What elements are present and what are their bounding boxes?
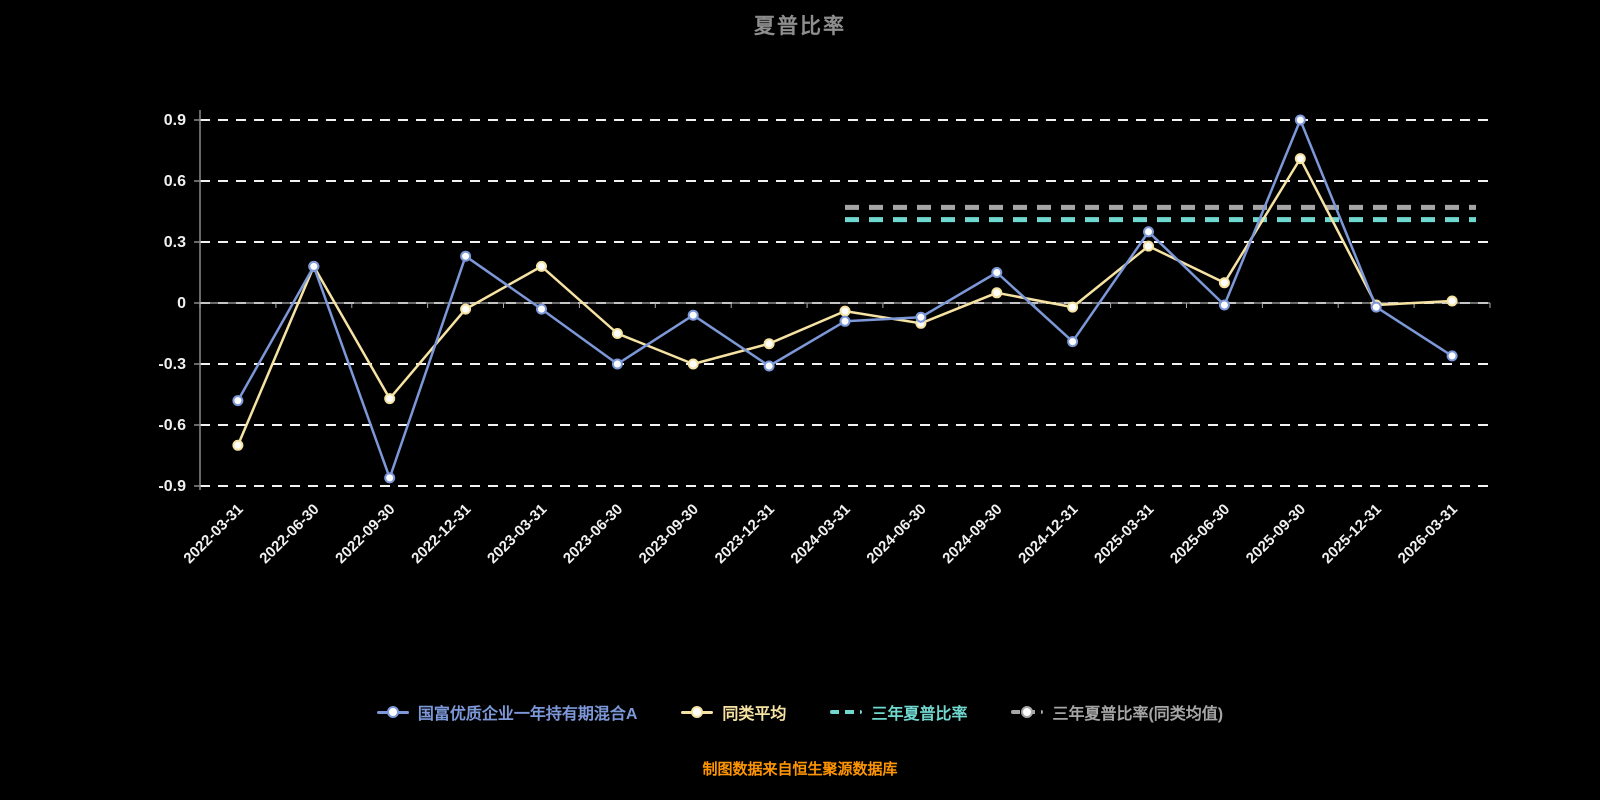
data-point: [536, 260, 547, 272]
x-axis-label: 2022-03-31: [180, 501, 246, 567]
data-point: [1218, 299, 1230, 311]
data-point: [611, 328, 623, 339]
legend-line-marker: [681, 706, 714, 718]
legend: 国富优质企业一年持有期混合A 同类平均 三年夏普比率 三年夏普比率(同类均值): [0, 700, 1600, 724]
series-0: [232, 114, 1458, 484]
legend-label: 三年夏普比率(同类均值): [1052, 706, 1224, 723]
x-axis-label: 2024-12-31: [1015, 501, 1081, 567]
data-point: [1143, 226, 1154, 238]
legend-label: 同类平均: [722, 706, 787, 723]
data-point: [611, 358, 623, 370]
data-point: [1446, 350, 1458, 362]
legend-dash-marker: [1011, 706, 1044, 718]
legend-item-1[interactable]: 同类平均: [681, 700, 786, 724]
data-point: [991, 287, 1003, 299]
data-point: [536, 303, 547, 315]
legend-dash-marker: [830, 706, 863, 718]
data-point: [687, 309, 699, 321]
data-point: [384, 472, 396, 484]
x-axis-label: 2025-12-31: [1319, 501, 1385, 567]
x-axis-label: 2022-12-31: [408, 501, 474, 567]
legend-label: 国富优质企业一年持有期混合A: [417, 706, 638, 723]
data-point: [1294, 114, 1306, 126]
y-axis-label: 0: [177, 295, 186, 312]
data-point: [1067, 336, 1079, 348]
data-point: [1218, 277, 1230, 289]
legend-item-3[interactable]: 三年夏普比率(同类均值): [1011, 700, 1223, 724]
data-point: [1370, 301, 1382, 313]
data-point: [839, 315, 851, 327]
data-point: [384, 393, 396, 405]
legend-item-2[interactable]: 三年夏普比率: [830, 700, 967, 724]
y-axis-label: 0.3: [164, 234, 186, 251]
sharpe-ratio-chart: 0.9 0.6 0.3 0 -0.3 -0.6 -0.9 2022-03-31 2022-06-…: [158, 110, 1491, 567]
data-point: [763, 360, 775, 372]
axes: [194, 110, 1491, 490]
x-axis-label: 2022-06-30: [256, 501, 322, 567]
x-axis-label: 2023-06-30: [560, 501, 626, 567]
chart-title: 夏普比率: [754, 15, 846, 38]
series-line: [236, 157, 1453, 446]
legend-circle: [386, 706, 399, 718]
data-point: [839, 305, 851, 317]
data-point: [308, 260, 320, 272]
series-1: [232, 153, 1458, 451]
data-point: [687, 358, 699, 370]
legend-circle: [691, 706, 704, 718]
data-point: [460, 303, 472, 315]
legend-label: 三年夏普比率: [871, 706, 968, 723]
y-axis-label: 0.9: [164, 112, 186, 129]
data-point: [1294, 153, 1306, 165]
legend-circle: [1021, 706, 1034, 718]
y-axis-label: -0.6: [158, 417, 186, 434]
x-axis-label: 2026-03-31: [1395, 501, 1461, 567]
data-point: [1143, 240, 1154, 252]
x-axis-label: 2023-12-31: [712, 501, 778, 567]
x-axis-label: 2025-06-30: [1167, 501, 1233, 567]
y-axis-label: -0.3: [158, 356, 186, 373]
data-point: [915, 311, 927, 323]
x-axis-label: 2024-06-30: [863, 501, 929, 567]
data-point: [460, 250, 472, 262]
x-axis-label: 2022-09-30: [332, 501, 398, 567]
x-axis-label: 2024-03-31: [788, 501, 854, 567]
y-axis-label: -0.9: [158, 478, 186, 495]
legend-line-marker: [376, 706, 409, 718]
x-axis-label: 2023-03-31: [484, 501, 550, 567]
data-point: [1067, 301, 1079, 313]
data-point: [1446, 295, 1458, 307]
x-axis-label: 2025-03-31: [1091, 501, 1157, 567]
data-source-caption: 制图数据来自恒生聚源数据库: [702, 761, 898, 778]
data-point: [232, 439, 244, 451]
x-axis-label: 2024-09-30: [939, 501, 1005, 567]
data-point: [763, 338, 775, 350]
x-axis-label: 2025-09-30: [1243, 501, 1309, 567]
data-point: [232, 395, 244, 407]
legend-item-0[interactable]: 国富优质企业一年持有期混合A: [376, 700, 638, 724]
data-point: [991, 267, 1003, 278]
y-axis-label: 0.6: [164, 173, 186, 190]
x-axis-label: 2023-09-30: [636, 501, 702, 567]
